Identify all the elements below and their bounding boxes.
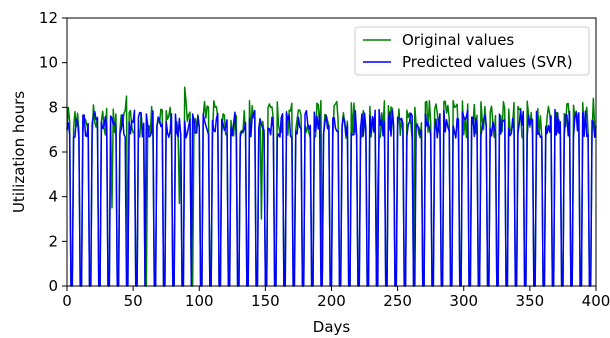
x-tick-label: 350 <box>516 292 545 310</box>
plot-lines <box>66 86 597 287</box>
y-tick-label: 4 <box>48 188 58 206</box>
legend-box <box>354 26 590 76</box>
y-tick-label: 0 <box>48 277 58 295</box>
y-tick-label: 12 <box>39 9 58 27</box>
x-tick-label: 400 <box>582 292 610 310</box>
y-tick-label: 2 <box>48 232 58 250</box>
x-tick-label: 150 <box>251 292 280 310</box>
x-axis-label: Days <box>313 318 351 336</box>
y-tick-label: 8 <box>48 98 58 116</box>
x-tick-label: 250 <box>383 292 412 310</box>
x-axis: 0 50 100 150 200 250 300 350 400 <box>62 286 610 310</box>
legend-label-predicted: Predicted values (SVR) <box>402 53 573 71</box>
x-tick-label: 200 <box>317 292 346 310</box>
y-tick-label: 6 <box>48 143 58 161</box>
legend: Original values Predicted values (SVR) <box>354 26 590 76</box>
y-axis-label: Utilization hours <box>10 91 28 213</box>
legend-label-original: Original values <box>402 31 514 49</box>
y-tick-label: 10 <box>39 54 58 72</box>
x-tick-label: 300 <box>449 292 478 310</box>
y-axis: 0 2 4 6 8 10 12 <box>39 9 67 295</box>
x-tick-label: 100 <box>185 292 214 310</box>
x-tick-label: 0 <box>62 292 72 310</box>
x-tick-label: 50 <box>124 292 143 310</box>
